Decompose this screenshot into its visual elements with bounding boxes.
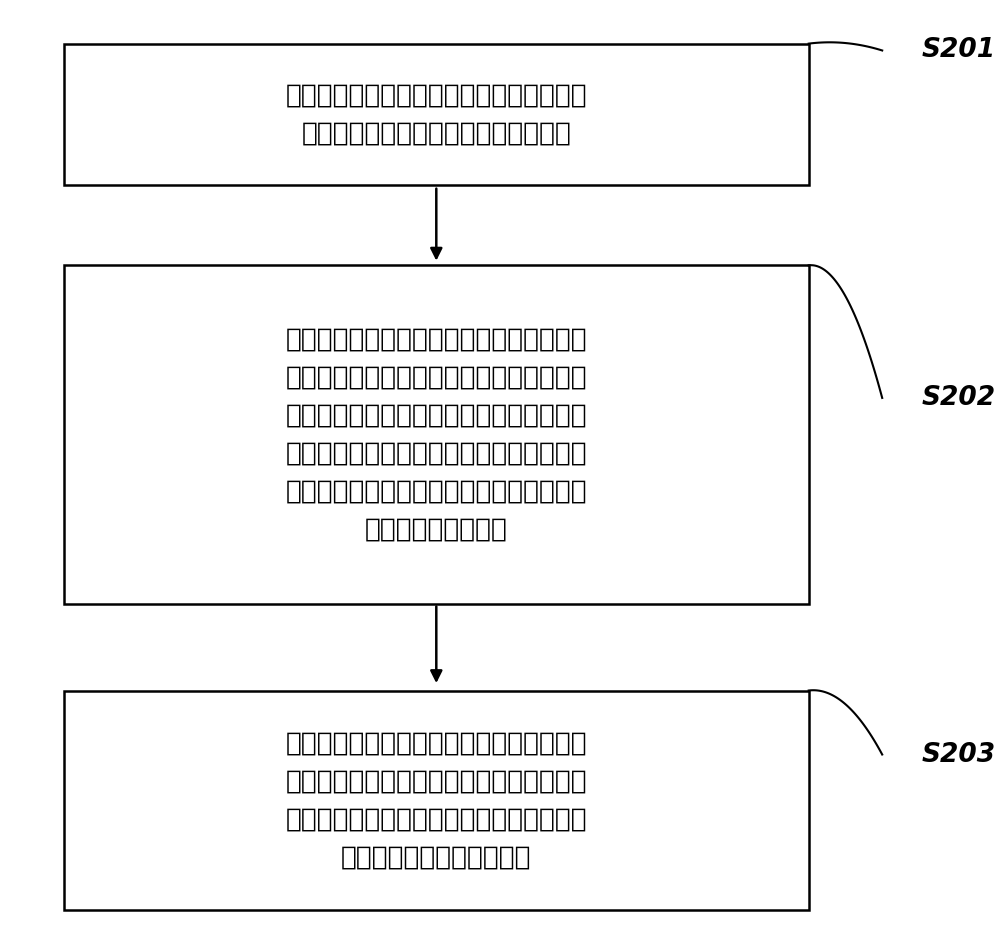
- Bar: [64, 44, 809, 186]
- Text: 解析所述远程传输帧，以获得所述数字封印
和识别码，并将所述识别码与所述智能计量
设备的识别码进行匹配识别，若匹配，则基
于第二加密算法对所述数字封印进行解密，
: 解析所述远程传输帧，以获得所述数字封印 和识别码，并将所述识别码与所述智能计量 …: [285, 327, 587, 542]
- Text: S203: S203: [921, 742, 996, 768]
- Text: S202: S202: [921, 385, 996, 411]
- Text: 基于第一加密算法，对所述封印数据中的计
量参数进行数字摘要计算，并将计算结果与
所述计量参数的数字摘要进行匹配识别，若
匹配，则获取所述计量参数: 基于第一加密算法，对所述封印数据中的计 量参数进行数字摘要计算，并将计算结果与 …: [285, 731, 587, 870]
- Bar: [64, 690, 809, 910]
- Text: S201: S201: [921, 37, 996, 63]
- Bar: [64, 265, 809, 604]
- Text: 接收监管平台发送的远程传输帧，其中，所
述远程传输帧中包含数字封印和识别码: 接收监管平台发送的远程传输帧，其中，所 述远程传输帧中包含数字封印和识别码: [285, 82, 587, 146]
